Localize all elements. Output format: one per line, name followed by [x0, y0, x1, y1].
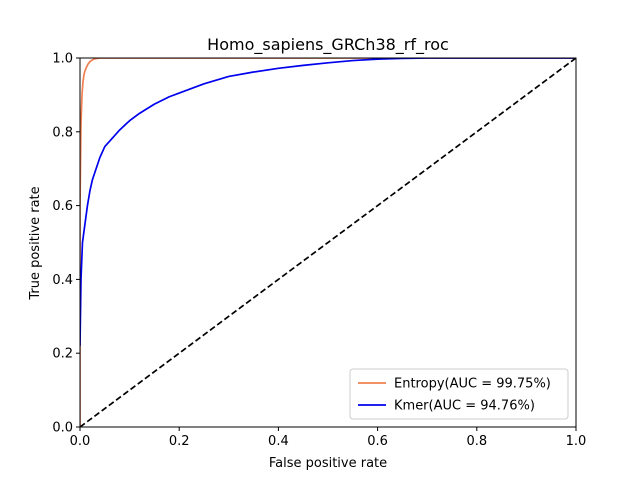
- axes-frame: [79, 57, 577, 428]
- y-tick-label: 0.0: [52, 421, 73, 436]
- x-tick-label: 0.8: [466, 434, 487, 449]
- y-tick-label: 0.8: [52, 125, 73, 140]
- diagonal-reference-line: [80, 58, 576, 427]
- plot-area: 0.0 0.2 0.4 0.6 0.8 1.0 0.0 0.2 0.4 0.6 0.8 1.0: [52, 52, 586, 450]
- legend-label: Kmer(AUC = 94.76%): [394, 399, 535, 414]
- x-tick-label: 0.2: [169, 434, 190, 449]
- x-tick-label: 0.6: [367, 434, 388, 449]
- series-line-kmer: [80, 58, 576, 346]
- legend-label: Entropy(AUC = 99.75%): [394, 377, 551, 392]
- y-axis-label: True positive rate: [28, 186, 43, 300]
- y-tick-label: 0.6: [52, 199, 73, 214]
- x-tick-label: 1.0: [566, 434, 587, 449]
- x-tick-label: 0.0: [70, 434, 91, 449]
- y-tick-label: 1.0: [52, 52, 73, 67]
- legend: Entropy(AUC = 99.75%) Kmer(AUC = 94.76%): [349, 368, 569, 420]
- chart-title: Homo_sapiens_GRCh38_rf_roc: [207, 35, 449, 55]
- x-axis-label: False positive rate: [269, 456, 387, 471]
- legend-box: [349, 368, 569, 420]
- series-line-entropy: [80, 58, 576, 427]
- y-tick-label: 0.2: [52, 347, 73, 362]
- x-tick-label: 0.4: [268, 434, 289, 449]
- y-tick-label: 0.4: [52, 273, 73, 288]
- series-group: [80, 58, 576, 427]
